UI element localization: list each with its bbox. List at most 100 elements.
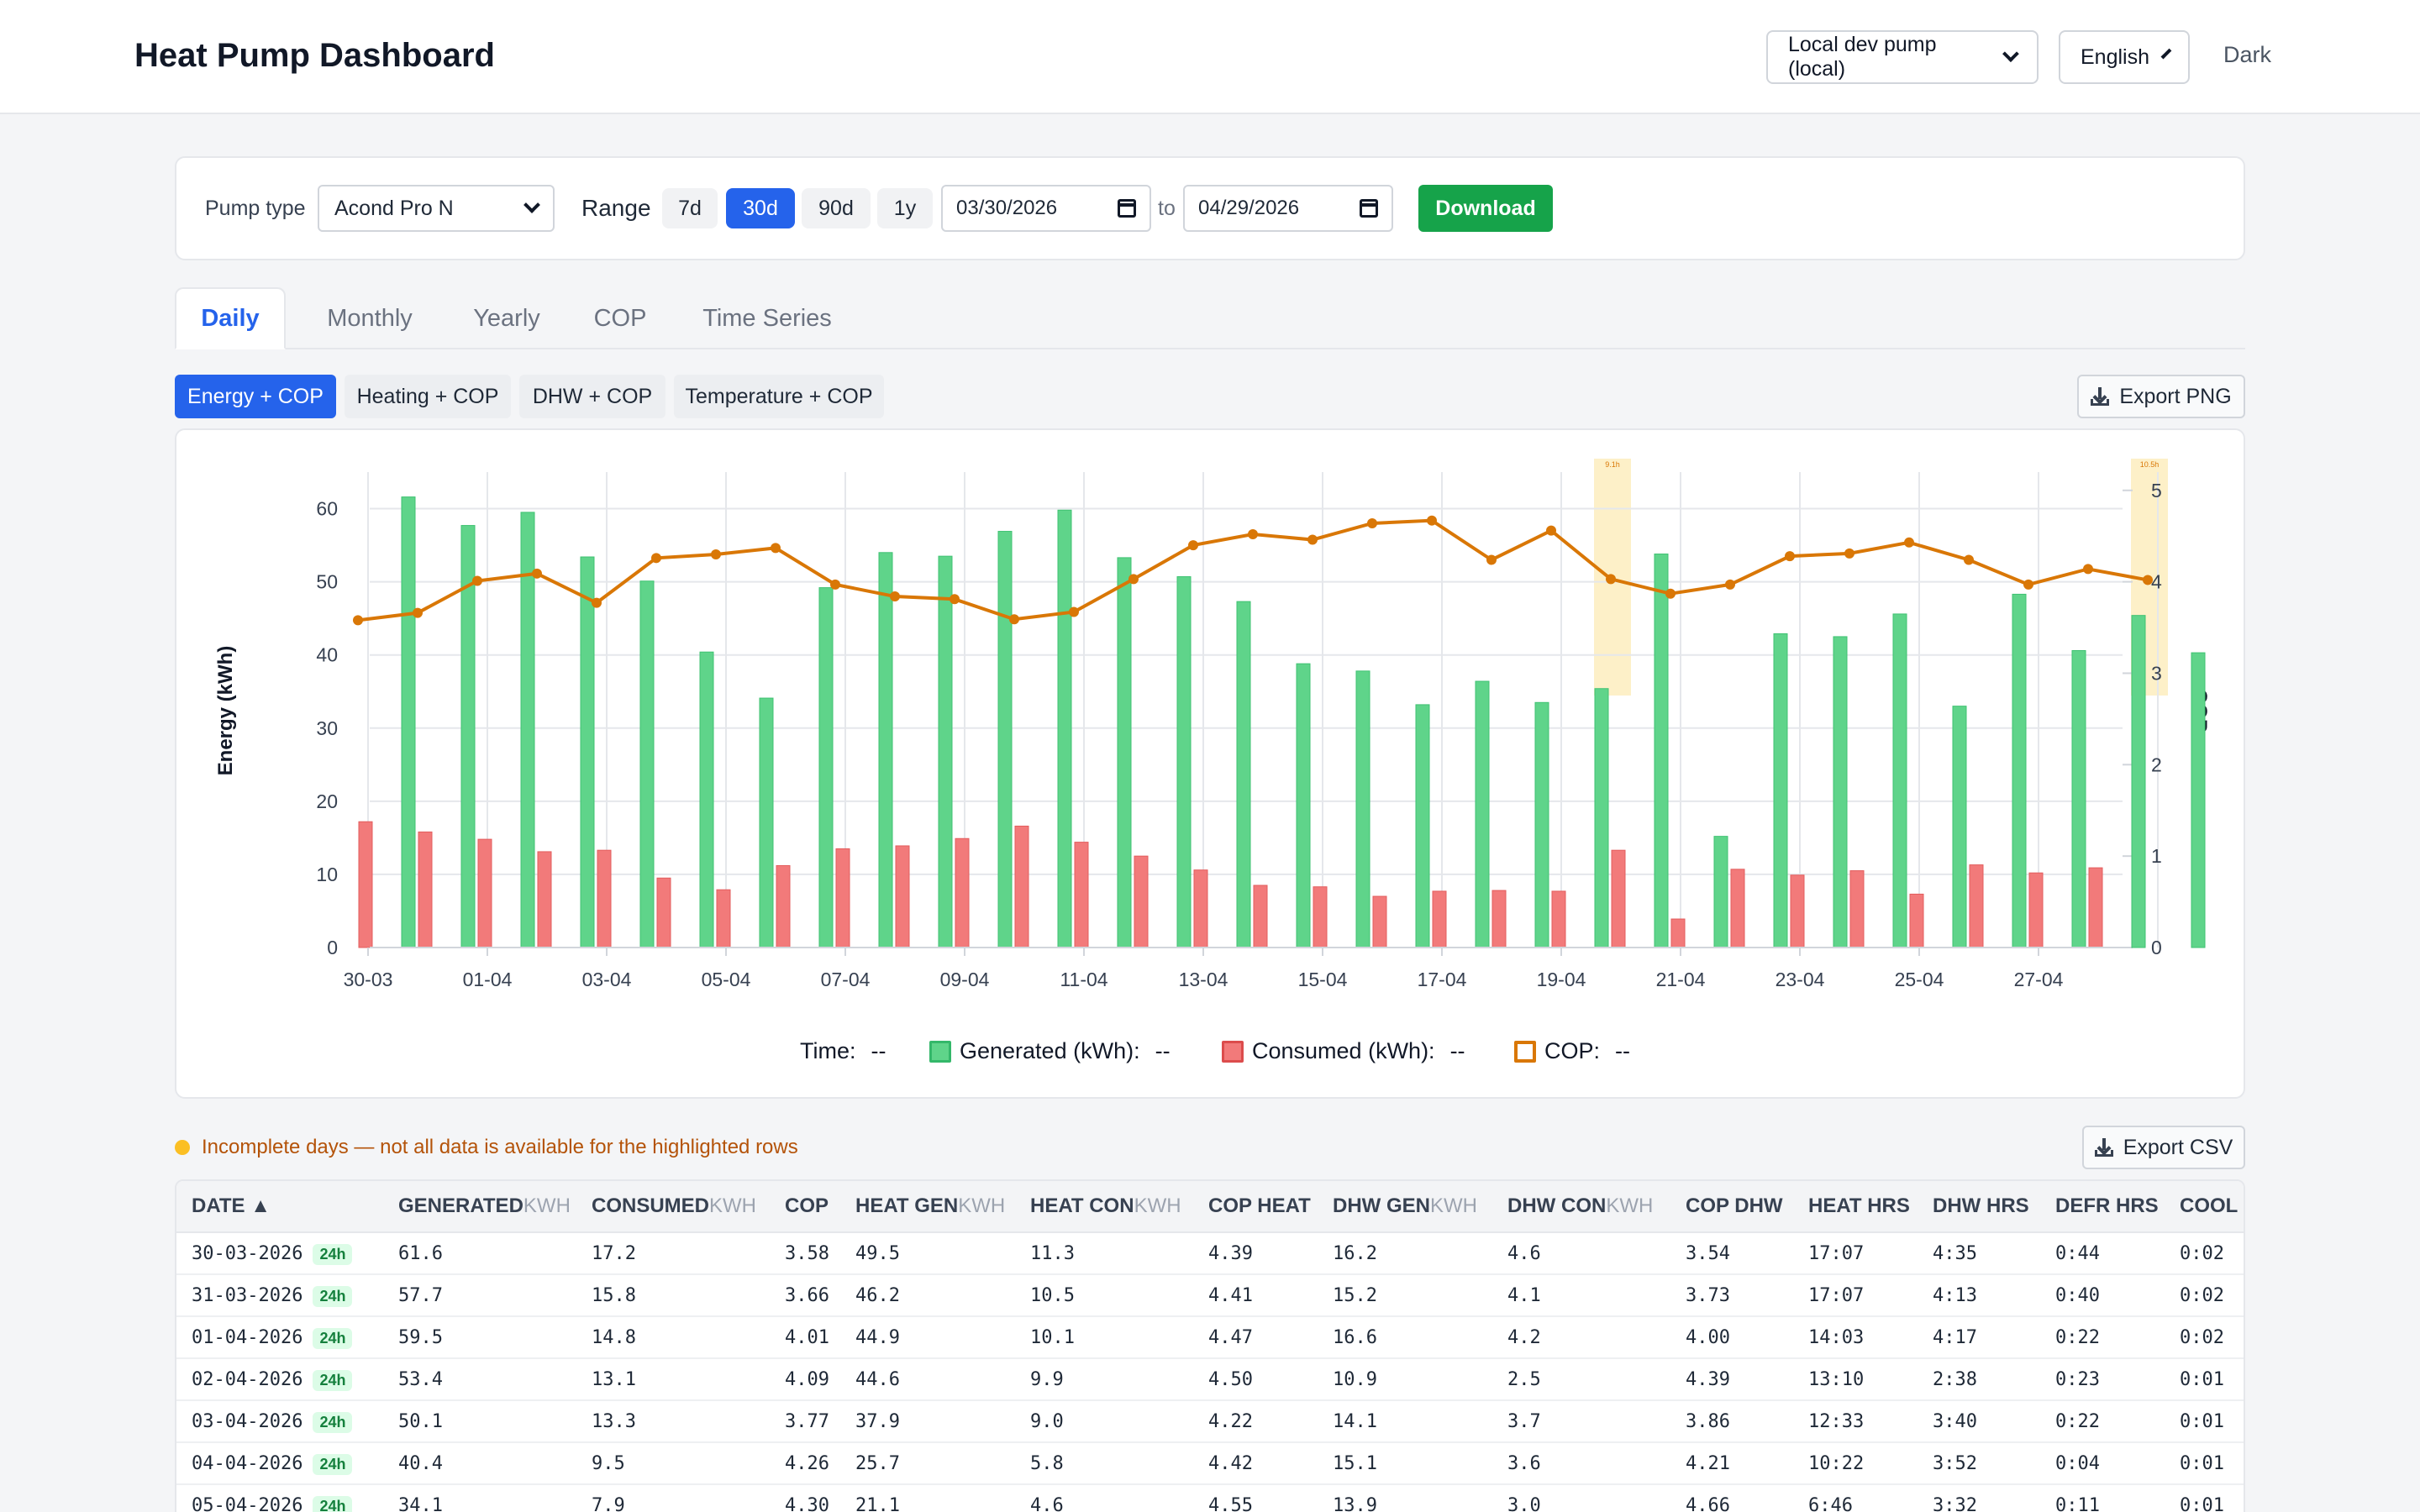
table-cell-value: 4.47: [1208, 1327, 1253, 1348]
table-cell-value: 0:23: [2055, 1369, 2100, 1390]
table-cell: 46.2: [855, 1285, 900, 1306]
tab-yearly[interactable]: Yearly: [473, 304, 540, 332]
language-select[interactable]: English: [2059, 30, 2190, 84]
table-cell: 4.22: [1208, 1411, 1253, 1432]
table-row[interactable]: 31-03-2026 24h 57.7 15.8 3.66 46.2 10.5 4.41 15.…: [176, 1275, 2244, 1317]
table-cell: 15.8: [592, 1285, 636, 1306]
generated-swatch: [929, 1040, 951, 1063]
range-90d-button[interactable]: 90d: [802, 188, 871, 228]
column-header[interactable]: CONSUMEDKWH: [592, 1194, 756, 1218]
export-png-button[interactable]: Export PNG: [2077, 375, 2245, 418]
pump-type-label: Pump type: [205, 197, 306, 220]
generated-bar: [2191, 652, 2206, 948]
table-row[interactable]: 02-04-2026 24h 53.4 13.1 4.09 44.6 9.9 4.50 10.9…: [176, 1359, 2244, 1401]
table-cell: 53.4: [398, 1369, 443, 1390]
date-to-input[interactable]: 04/29/2026: [1183, 185, 1393, 232]
table-cell-value: 12:33: [1808, 1411, 1865, 1432]
cop-point: [1188, 540, 1198, 551]
table-row[interactable]: 01-04-2026 24h 59.5 14.8 4.01 44.9 10.1 4.47 16.…: [176, 1317, 2244, 1359]
theme-toggle[interactable]: Dark: [2223, 42, 2272, 67]
table-cell-value: 0:22: [2055, 1411, 2100, 1432]
calendar-icon[interactable]: [1118, 199, 1136, 218]
cop-point: [1606, 574, 1616, 585]
chart-legend: Time: -- Generated (kWh): -- Consumed (k…: [176, 1038, 2247, 1072]
table-row[interactable]: 04-04-2026 24h 40.4 9.5 4.26 25.7 5.8 4.42 15.1 3…: [176, 1443, 2244, 1485]
download-button[interactable]: Download: [1418, 185, 1553, 232]
legend-cop[interactable]: COP: --: [1514, 1038, 1630, 1064]
column-header[interactable]: HEAT GENKWH: [855, 1194, 1005, 1218]
table-cell-value: 4.66: [1686, 1495, 1730, 1512]
table-cell-value: 4.26: [785, 1453, 829, 1474]
table-cell-value: 50.1: [398, 1411, 443, 1432]
subtab-dhw-cop[interactable]: DHW + COP: [519, 375, 666, 418]
complete-day-badge: 24h: [313, 1243, 353, 1265]
controls-card: Pump type Acond Pro N Range 7d 30d 90d 1…: [175, 156, 2245, 260]
y2-tick-label: 0: [2151, 937, 2162, 958]
table-cell: 15.2: [1333, 1285, 1377, 1306]
consumed-bar: [597, 849, 612, 948]
column-header[interactable]: GENERATEDKWH: [398, 1194, 571, 1218]
table-cell-value: 3.73: [1686, 1285, 1730, 1306]
generated-bar: [2131, 615, 2146, 948]
generated-bar: [2012, 593, 2027, 948]
table-cell-value: 53.4: [398, 1369, 443, 1390]
table-cell: 4.09: [785, 1369, 829, 1390]
table-cell: 4.2: [1507, 1327, 1541, 1348]
range-1y-button[interactable]: 1y: [877, 188, 933, 228]
to-label: to: [1158, 197, 1176, 220]
tab-daily[interactable]: Daily: [175, 287, 286, 349]
table-cell-value: 49.5: [855, 1243, 900, 1264]
tab-monthly[interactable]: Monthly: [327, 304, 413, 332]
subtab-heating-cop[interactable]: Heating + COP: [345, 375, 511, 418]
y2-tick-label: 5: [2151, 480, 2162, 501]
pump-select[interactable]: Local dev pump (local): [1766, 30, 2039, 84]
table-cell-value: 2.5: [1507, 1369, 1541, 1390]
table-cell-value: 5.8: [1030, 1453, 1064, 1474]
column-header[interactable]: HEAT HRS: [1808, 1194, 1910, 1218]
column-header[interactable]: DHW HRS: [1933, 1194, 2029, 1218]
consumed-bar: [1551, 890, 1566, 948]
column-header-label: COP HEAT: [1208, 1194, 1311, 1217]
column-header[interactable]: COOL H: [2180, 1194, 2244, 1218]
table-cell: 44.9: [855, 1327, 900, 1348]
energy-cop-chart[interactable]: 9.1h 10.5h 0 10 20 30 40 50 60 0 1 2 3 4 5 Energy (kWh)…: [176, 430, 2247, 1035]
column-header[interactable]: DATE ▲: [192, 1194, 271, 1218]
column-header[interactable]: DEFR HRS: [2055, 1194, 2159, 1218]
legend-time-value: --: [871, 1038, 886, 1063]
column-header-label: DHW HRS: [1933, 1194, 2029, 1217]
legend-generated[interactable]: Generated (kWh): --: [929, 1038, 1171, 1064]
column-header[interactable]: COP HEAT: [1208, 1194, 1311, 1218]
tab-time-series[interactable]: Time Series: [702, 304, 832, 332]
table-row[interactable]: 05-04-2026 24h 34.1 7.9 4.30 21.1 4.6 4.55 13.9 3…: [176, 1485, 2244, 1512]
table-cell: 03-04-2026 24h: [192, 1411, 353, 1433]
subtab-temperature-cop[interactable]: Temperature + COP: [674, 375, 884, 418]
tab-cop[interactable]: COP: [593, 304, 647, 332]
column-header[interactable]: COP DHW: [1686, 1194, 1783, 1218]
consumed-bar: [1730, 869, 1745, 948]
table-cell: 34.1: [398, 1495, 443, 1512]
table-cell: 3.77: [785, 1411, 829, 1432]
table-cell: 4:13: [1933, 1285, 1977, 1306]
generated-bar: [1773, 633, 1788, 948]
table-row[interactable]: 03-04-2026 24h 50.1 13.3 3.77 37.9 9.0 4.22 14.1…: [176, 1401, 2244, 1443]
column-header[interactable]: DHW CONKWH: [1507, 1194, 1653, 1218]
column-header[interactable]: COP: [785, 1194, 829, 1218]
pump-type-select[interactable]: Acond Pro N: [318, 185, 555, 232]
column-header[interactable]: HEAT CONKWH: [1030, 1194, 1181, 1218]
date-from-input[interactable]: 03/30/2026: [941, 185, 1151, 232]
legend-consumed[interactable]: Consumed (kWh): --: [1222, 1038, 1465, 1064]
table-cell-value: 4.01: [785, 1327, 829, 1348]
export-csv-button[interactable]: Export CSV: [2082, 1126, 2245, 1169]
calendar-icon[interactable]: [1360, 199, 1378, 218]
table-cell: 05-04-2026 24h: [192, 1495, 353, 1512]
range-30d-button[interactable]: 30d: [726, 188, 795, 228]
table-row[interactable]: 30-03-2026 24h 61.6 17.2 3.58 49.5 11.3 4.39 16.…: [176, 1233, 2244, 1275]
table-cell-value: 13.3: [592, 1411, 636, 1432]
subtab-energy-cop[interactable]: Energy + COP: [175, 375, 336, 418]
table-cell-value: 59.5: [398, 1327, 443, 1348]
table-cell: 31-03-2026 24h: [192, 1285, 353, 1307]
range-7d-button[interactable]: 7d: [662, 188, 718, 228]
table-cell: 13.3: [592, 1411, 636, 1432]
legend-cop-value: --: [1615, 1038, 1630, 1063]
column-header[interactable]: DHW GENKWH: [1333, 1194, 1477, 1218]
